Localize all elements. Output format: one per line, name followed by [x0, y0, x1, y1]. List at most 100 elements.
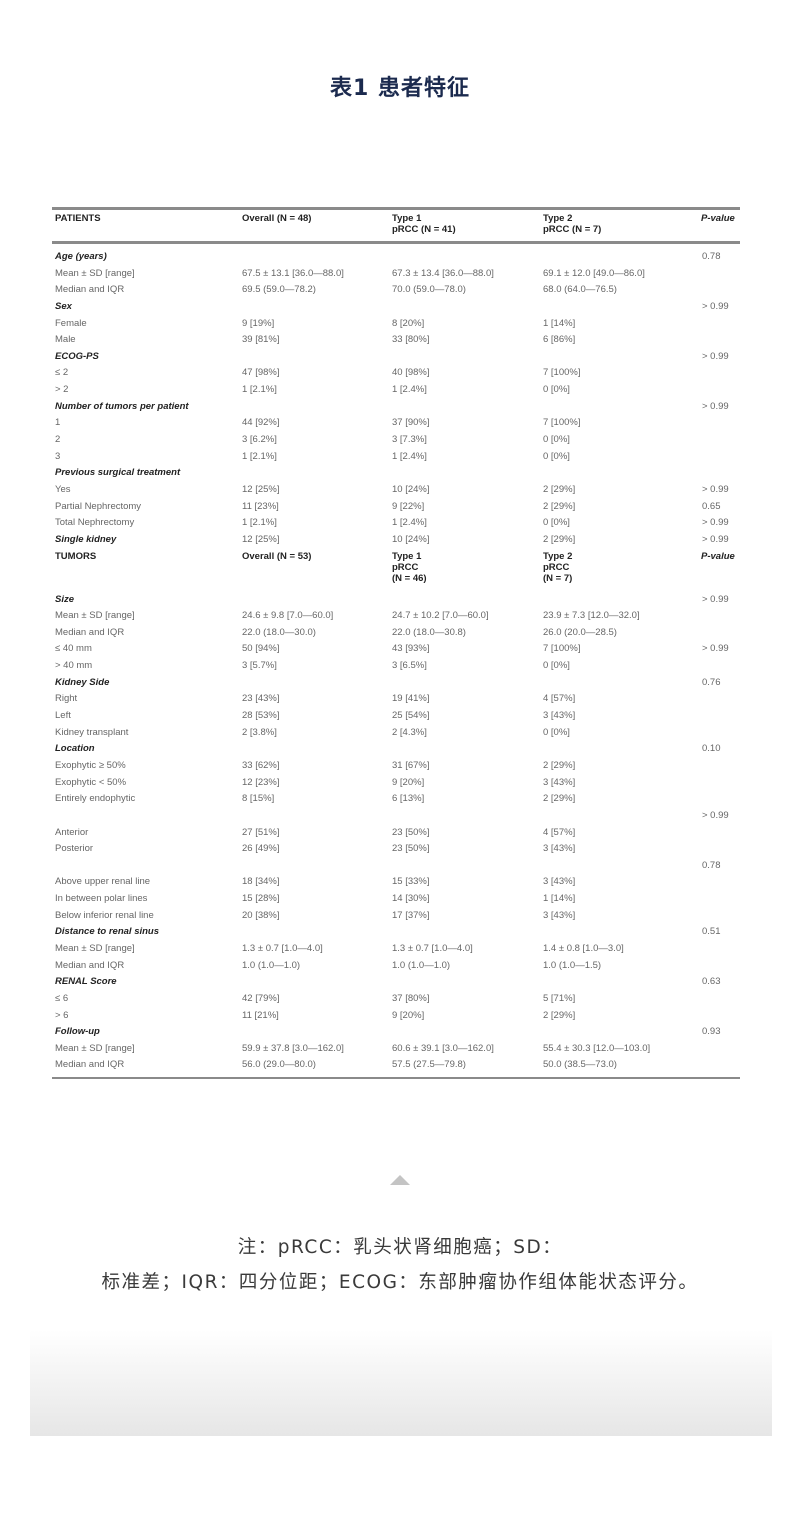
table-row: Median and IQR 56.0 (29.0—80.0) 57.5 (27.5…: [52, 1057, 740, 1074]
cell-label: Distance to renal sinus: [55, 926, 160, 938]
table-top-rule: [52, 207, 740, 210]
cell-p: > 0.99: [702, 533, 729, 545]
cell-overall: 20 [38%]: [242, 909, 280, 921]
cell-label: Mean ± SD [range]: [55, 610, 135, 622]
cell-overall: 3 [6.2%]: [242, 434, 277, 446]
section-row: Location 0.10: [52, 741, 740, 758]
section-row: ECOG-PS > 0.99: [52, 349, 740, 366]
cell-p: > 0.99: [702, 593, 729, 605]
cell-overall: 1.3 ± 0.7 [1.0—4.0]: [242, 942, 323, 954]
header-type1: Type 1 pRCC (N = 46): [392, 550, 427, 584]
cell-label: Total Nephrectomy: [55, 517, 135, 529]
cell-label: Sex: [55, 300, 72, 312]
cell-type2: 5 [71%]: [543, 992, 576, 1004]
tumors-header: TUMORS Overall (N = 53) Type 1 pRCC (N =…: [52, 549, 740, 592]
cell-type2: 4 [57%]: [543, 693, 576, 705]
cell-type2: 2 [29%]: [543, 1009, 576, 1021]
cell-p: > 0.99: [702, 350, 729, 362]
cell-overall: 9 [19%]: [242, 317, 275, 329]
cell-label: ≤ 6: [55, 992, 69, 1004]
cell-overall: 12 [25%]: [242, 533, 280, 545]
cell-type1: 10 [24%]: [392, 533, 430, 545]
cell-type2: 1 [14%]: [543, 893, 576, 905]
section-row: Single kidney 12 [25%] 10 [24%] 2 [29%] > 0.…: [52, 532, 740, 549]
cell-type1: 8 [20%]: [392, 317, 425, 329]
header-overall: Overall (N = 48): [242, 213, 312, 224]
cell-overall: 26 [49%]: [242, 843, 280, 855]
cell-type2: 3 [43%]: [543, 843, 576, 855]
page-title: 表1 患者特征: [330, 76, 470, 101]
cell-label: Entirely endophytic: [55, 793, 136, 805]
table-row: 2 3 [6.2%] 3 [7.3%] 0 [0%]: [52, 432, 740, 449]
cell-label: Kidney Side: [55, 676, 110, 688]
cell-overall: 1 [2.1%]: [242, 450, 277, 462]
cell-type1: 23 [50%]: [392, 826, 430, 838]
section-row: Age (years) 0.78: [52, 249, 740, 266]
cell-type2: 23.9 ± 7.3 [12.0—32.0]: [543, 610, 640, 622]
cell-p: 0.78: [702, 859, 721, 871]
cell-label: Kidney transplant: [55, 726, 129, 738]
cell-type1: 1 [2.4%]: [392, 517, 427, 529]
table-row: Mean ± SD [range] 67.5 ± 13.1 [36.0—88.0]…: [52, 266, 740, 283]
table-row: Median and IQR 22.0 (18.0—30.0) 22.0 (18.0…: [52, 625, 740, 642]
section-row: Follow-up 0.93: [52, 1024, 740, 1041]
cell-overall: 3 [5.7%]: [242, 660, 277, 672]
section-row: Sex > 0.99: [52, 299, 740, 316]
cell-type1: 6 [13%]: [392, 793, 425, 805]
cell-type2: 1.0 (1.0—1.5): [543, 959, 602, 971]
cell-type2: 68.0 (64.0—76.5): [543, 284, 617, 296]
cell-label: > 40 mm: [55, 660, 93, 672]
cell-label: Follow-up: [55, 1026, 100, 1038]
header-type1: Type 1 pRCC (N = 41): [392, 213, 456, 235]
cell-label: Age (years): [55, 251, 107, 262]
cell-type1: 70.0 (59.0—78.0): [392, 284, 466, 296]
cell-overall: 42 [79%]: [242, 992, 280, 1004]
cell-type1: 1 [2.4%]: [392, 384, 427, 396]
cell-overall: 8 [15%]: [242, 793, 275, 805]
cell-type2: 7 [100%]: [543, 367, 581, 379]
triangle-up-icon[interactable]: [390, 1175, 410, 1185]
cell-overall: 11 [21%]: [242, 1009, 279, 1021]
cell-type1: 14 [30%]: [392, 893, 430, 905]
cell-type2: 0 [0%]: [543, 726, 570, 738]
cell-label: Above upper renal line: [55, 876, 151, 888]
cell-type1: 10 [24%]: [392, 483, 430, 495]
section-row: Kidney Side 0.76: [52, 675, 740, 692]
cell-type2: 0 [0%]: [543, 384, 570, 396]
cell-label: Previous surgical treatment: [55, 467, 181, 479]
cell-overall: 1.0 (1.0—1.0): [242, 959, 301, 971]
cell-type2: 3 [43%]: [543, 876, 576, 888]
cell-type1: 43 [93%]: [392, 643, 430, 655]
cell-label: Posterior: [55, 843, 94, 855]
cell-overall: 1 [2.1%]: [242, 384, 277, 396]
table-row: Partial Nephrectomy 11 [23%] 9 [22%] 2 [29%…: [52, 499, 740, 516]
cell-label: Mean ± SD [range]: [55, 267, 135, 279]
cell-label: Median and IQR: [55, 1059, 125, 1071]
cell-type1: 40 [98%]: [392, 367, 430, 379]
cell-label: Mean ± SD [range]: [55, 1042, 135, 1054]
cell-type1: 17 [37%]: [392, 909, 430, 921]
table-bottom-rule: [52, 1077, 740, 1080]
cell-label: 3: [55, 450, 61, 462]
table-row: 1 44 [92%] 37 [90%] 7 [100%]: [52, 415, 740, 432]
cell-type2: 7 [100%]: [543, 643, 581, 655]
table-row: Mean ± SD [range] 1.3 ± 0.7 [1.0—4.0] 1.3 …: [52, 941, 740, 958]
table-row: Total Nephrectomy 1 [2.1%] 1 [2.4%] 0 [0%] >…: [52, 515, 740, 532]
cell-type1: 3 [7.3%]: [392, 434, 427, 446]
cell-overall: 12 [25%]: [242, 483, 280, 495]
cell-label: Below inferior renal line: [55, 909, 154, 921]
section-row: Size > 0.99: [52, 592, 740, 609]
cell-overall: 67.5 ± 13.1 [36.0—88.0]: [242, 267, 344, 279]
cell-type1: 22.0 (18.0—30.8): [392, 626, 466, 638]
section-row: RENAL Score 0.63: [52, 974, 740, 991]
cell-type1: 1.3 ± 0.7 [1.0—4.0]: [392, 942, 473, 954]
cell-type1: 25 [54%]: [392, 710, 430, 722]
cell-p: > 0.99: [702, 483, 729, 495]
cell-p: 0.51: [702, 926, 721, 938]
cell-type2: 0 [0%]: [543, 660, 570, 672]
cell-p: > 0.99: [702, 517, 729, 529]
cell-type1: 67.3 ± 13.4 [36.0—88.0]: [392, 267, 494, 279]
cell-overall: 44 [92%]: [242, 417, 280, 429]
header-overall: Overall (N = 53): [242, 550, 312, 562]
table-row: > 0.99: [52, 808, 740, 825]
